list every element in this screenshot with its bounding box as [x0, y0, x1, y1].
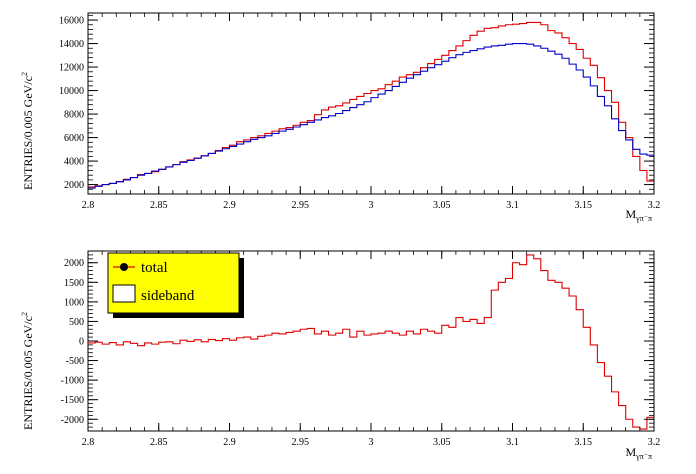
- top-x-tick-label: 2.9: [223, 200, 236, 211]
- bottom-y-tick-label: 500: [69, 317, 84, 328]
- top-y-ticks: 2000 4000 6000 8000 10000 12000 14000 16000: [59, 14, 654, 195]
- bottom-y-tick-label: 0: [79, 337, 84, 348]
- top-x-tick-label: 3: [369, 200, 374, 211]
- bottom-x-axis-label-sub: γπ⁻π: [635, 452, 652, 461]
- bottom-x-tick-label: 2.95: [292, 437, 310, 448]
- top-y-tick-label: 2000: [64, 180, 84, 191]
- top-series-1-histogram: [88, 43, 654, 189]
- bottom-x-ticks: 2.8 2.85 2.9 2.95 3 3.05 3.1 3.15 3.2: [82, 251, 661, 448]
- top-x-tick-label: 3.2: [648, 200, 661, 211]
- top-x-tick-label: 2.95: [292, 200, 310, 211]
- bottom-x-axis-label: Mγπ⁻π: [625, 445, 652, 461]
- bottom-x-axis-label-main: M: [625, 445, 636, 459]
- bottom-x-tick-label: 2.9: [223, 437, 236, 448]
- legend-total-marker: [120, 263, 128, 271]
- top-x-tick-label: 2.85: [150, 200, 168, 211]
- bottom-histogram-panel: 2.8 2.85 2.9 2.95 3 3.05 3.1 3.15 3.2 -2000 -1500…: [20, 250, 661, 461]
- bottom-y-axis-label-main: ENTRIES/0.005 GeV/c: [21, 316, 35, 430]
- legend: total sideband: [107, 252, 244, 318]
- bottom-y-tick-label: 2000: [64, 258, 84, 269]
- legend-total-label: total: [141, 260, 168, 276]
- bottom-series-group: [88, 254, 654, 430]
- top-series-group: [88, 21, 654, 189]
- top-y-axis-label: ENTRIES/0.005 GeV/c2: [20, 72, 35, 190]
- bottom-series-0-histogram: [88, 254, 654, 430]
- bottom-y-axis-label-sup: 2: [20, 312, 29, 316]
- bottom-x-tick-label: 3.2: [648, 437, 661, 448]
- bottom-y-ticks: -2000 -1500 -1000 -500 0 500 1000 1500 2000: [61, 250, 654, 432]
- bottom-y-axis-label: ENTRIES/0.005 GeV/c2: [20, 312, 35, 430]
- top-y-tick-label: 6000: [64, 133, 84, 144]
- bottom-y-tick-label: -1000: [61, 376, 84, 387]
- top-y-axis-label-main: ENTRIES/0.005 GeV/c: [21, 76, 35, 190]
- bottom-x-tick-label: 2.8: [82, 437, 95, 448]
- top-histogram-panel: 2.8 2.85 2.9 2.95 3 3.05 3.1 3.15 3.2 2000 4000 60…: [20, 12, 661, 223]
- top-x-tick-label: 3.05: [433, 200, 451, 211]
- legend-sideband-swatch: [112, 284, 136, 303]
- top-y-axis-label-sup: 2: [20, 72, 29, 76]
- top-y-tick-label: 12000: [59, 63, 84, 74]
- top-series-0-histogram: [88, 21, 654, 188]
- top-x-tick-label: 3.1: [506, 200, 519, 211]
- legend-box: [107, 252, 240, 314]
- top-x-tick-label: 3.15: [575, 200, 593, 211]
- top-x-axis-label-main: M: [625, 207, 636, 221]
- top-y-tick-label: 10000: [59, 86, 84, 97]
- top-x-tick-label: 2.8: [82, 200, 95, 211]
- bottom-y-tick-label: 1000: [64, 297, 84, 308]
- bottom-y-tick-label: 1500: [64, 278, 84, 289]
- bottom-y-tick-label: -2000: [61, 415, 84, 426]
- bottom-x-tick-label: 2.85: [150, 437, 168, 448]
- bottom-y-tick-label: -1500: [61, 395, 84, 406]
- legend-sideband-label: sideband: [141, 288, 195, 304]
- top-x-ticks: 2.8 2.85 2.9 2.95 3 3.05 3.1 3.15 3.2: [82, 13, 661, 211]
- bottom-y-tick-label: -500: [66, 356, 84, 367]
- top-y-tick-label: 8000: [64, 110, 84, 121]
- top-y-tick-label: 4000: [64, 157, 84, 168]
- bottom-x-tick-label: 3.05: [433, 437, 451, 448]
- top-y-tick-label: 14000: [59, 39, 84, 50]
- top-x-axis-label: Mγπ⁻π: [625, 207, 652, 223]
- top-x-axis-label-sub: γπ⁻π: [635, 214, 652, 223]
- bottom-x-tick-label: 3: [369, 437, 374, 448]
- bottom-x-tick-label: 3.1: [506, 437, 519, 448]
- bottom-x-tick-label: 3.15: [575, 437, 593, 448]
- top-y-tick-label: 16000: [59, 16, 84, 27]
